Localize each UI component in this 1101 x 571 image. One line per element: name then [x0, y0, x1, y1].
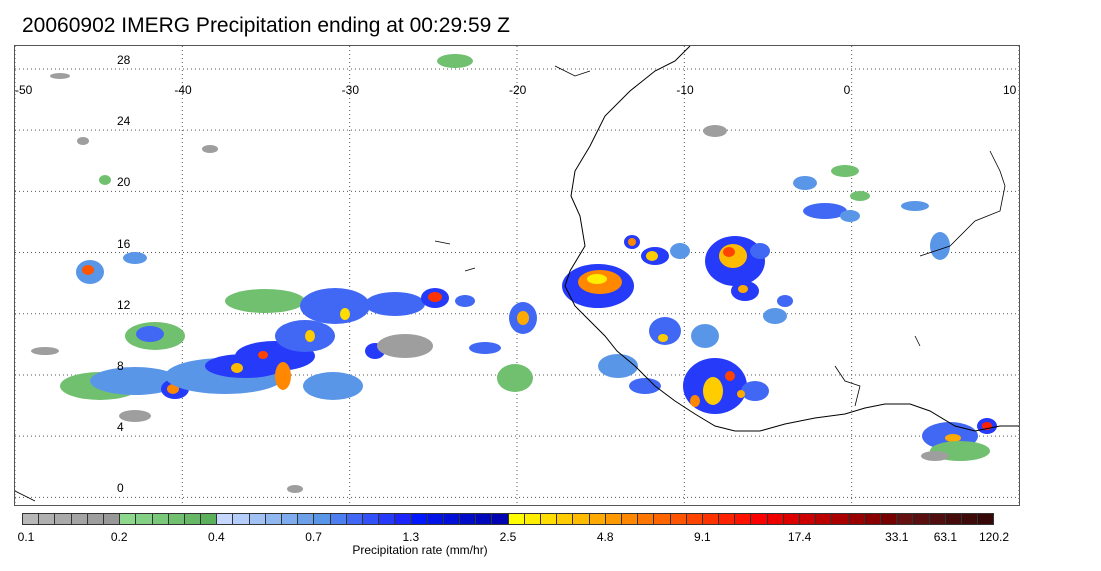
colorbar-cell: [443, 514, 461, 524]
colorbar-tick-label: 2.5: [499, 530, 517, 544]
colorbar-cell: [767, 514, 784, 524]
colorbar-cell: [783, 514, 800, 524]
colorbar-tick-label: 0.4: [208, 530, 225, 544]
colorbar-cell: [492, 514, 509, 524]
colorbar-cell: [39, 514, 56, 524]
colorbar-cell: [23, 514, 40, 524]
colorbar-cell: [314, 514, 331, 524]
colorbar-cell: [249, 514, 266, 524]
colorbar-cell: [945, 514, 962, 524]
colorbar-cell: [913, 514, 930, 524]
longitude-label: -50: [15, 83, 33, 97]
colorbar-cell: [55, 514, 72, 524]
colorbar-cell: [864, 514, 881, 524]
colorbar-tick-label: 33.1: [885, 530, 909, 544]
longitude-label: 10: [1003, 83, 1017, 97]
colorbar-cell: [298, 514, 315, 524]
colorbar-cell: [735, 514, 752, 524]
colorbar-cell: [719, 514, 736, 524]
map-title: 20060902 IMERG Precipitation ending at 0…: [22, 14, 510, 37]
colorbar-tick-label: 0.1: [17, 530, 35, 544]
precipitation-map: -50 -40 -30 -20 -10 0 10 28 24 20 16 12 8 4 0: [14, 45, 1020, 506]
colorbar-cell: [379, 514, 396, 524]
colorbar-cell: [103, 514, 121, 524]
colorbar-cell: [362, 514, 380, 524]
latitude-label: 24: [117, 114, 131, 129]
colorbar-cell: [702, 514, 720, 524]
colorbar-cell: [638, 514, 655, 524]
colorbar-tick-label: 63.1: [933, 530, 958, 544]
colorbar-cell: [654, 514, 671, 524]
colorbar-cell: [557, 514, 574, 524]
colorbar-cell: [460, 514, 477, 524]
colorbar-caption: Precipitation rate (mm/hr): [352, 543, 488, 557]
colorbar-cell: [476, 514, 493, 524]
colorbar-cell: [282, 514, 299, 524]
colorbar-cell: [978, 514, 994, 524]
longitude-label: -40: [174, 83, 192, 97]
colorbar-cell: [686, 514, 703, 524]
colorbar-tick-label: 9.1: [694, 530, 711, 544]
colorbar-cell: [816, 514, 833, 524]
longitude-label: -30: [341, 83, 359, 97]
colorbar-cell: [217, 514, 234, 524]
latitude-label: 8: [117, 358, 124, 373]
colorbar-cell: [87, 514, 104, 524]
latitude-label: 20: [117, 175, 131, 190]
colorbar-cell: [71, 514, 88, 524]
colorbar-cell: [880, 514, 898, 524]
colorbar-cell: [120, 514, 137, 524]
colorbar-tick-label: 4.8: [596, 530, 614, 544]
colorbar-cell: [168, 514, 185, 524]
colorbar-cell: [233, 514, 250, 524]
latitude-label: 4: [117, 420, 124, 435]
latitude-label: 28: [117, 52, 131, 67]
africa-coastline: [564, 46, 1019, 432]
colorbar-cell: [573, 514, 590, 524]
colorbar: [22, 513, 994, 525]
colorbar-cell: [605, 514, 622, 524]
latitude-label: 0: [117, 481, 124, 496]
colorbar-cell: [411, 514, 428, 524]
colorbar-cell: [929, 514, 946, 524]
colorbar-cell: [136, 514, 153, 524]
colorbar-cell: [541, 514, 558, 524]
colorbar-cell: [508, 514, 525, 524]
colorbar-cell: [961, 514, 979, 524]
colorbar-tick-label: 17.4: [787, 530, 812, 544]
latitude-label: 16: [117, 236, 131, 251]
colorbar-cell: [670, 514, 687, 524]
latitude-label: 12: [117, 297, 131, 312]
colorbar-cell: [832, 514, 849, 524]
colorbar-tick-label: 0.2: [110, 530, 128, 544]
colorbar-cell: [184, 514, 202, 524]
longitude-label: 0: [843, 83, 851, 97]
colorbar-cell: [621, 514, 639, 524]
map-canvas: [15, 46, 1019, 505]
colorbar-cell: [524, 514, 541, 524]
colorbar-cell: [395, 514, 412, 524]
colorbar-cell: [427, 514, 444, 524]
longitude-label: -10: [676, 83, 694, 97]
longitude-label: -20: [509, 83, 527, 97]
colorbar-cell: [201, 514, 218, 524]
colorbar-cell: [330, 514, 347, 524]
colorbar-cell: [751, 514, 768, 524]
colorbar-cell: [800, 514, 817, 524]
colorbar-cell: [848, 514, 865, 524]
precipitation-field: [31, 54, 997, 493]
colorbar-cell: [346, 514, 363, 524]
colorbar-cell: [897, 514, 914, 524]
colorbar-tick-label: 1.3: [402, 530, 420, 544]
graticule: [15, 46, 1019, 505]
colorbar-tick-label: 0.7: [305, 530, 322, 544]
colorbar-cell: [152, 514, 169, 524]
colorbar-tick-label: 120.2: [978, 530, 1010, 544]
colorbar-cell: [265, 514, 282, 524]
colorbar-cell: [589, 514, 606, 524]
